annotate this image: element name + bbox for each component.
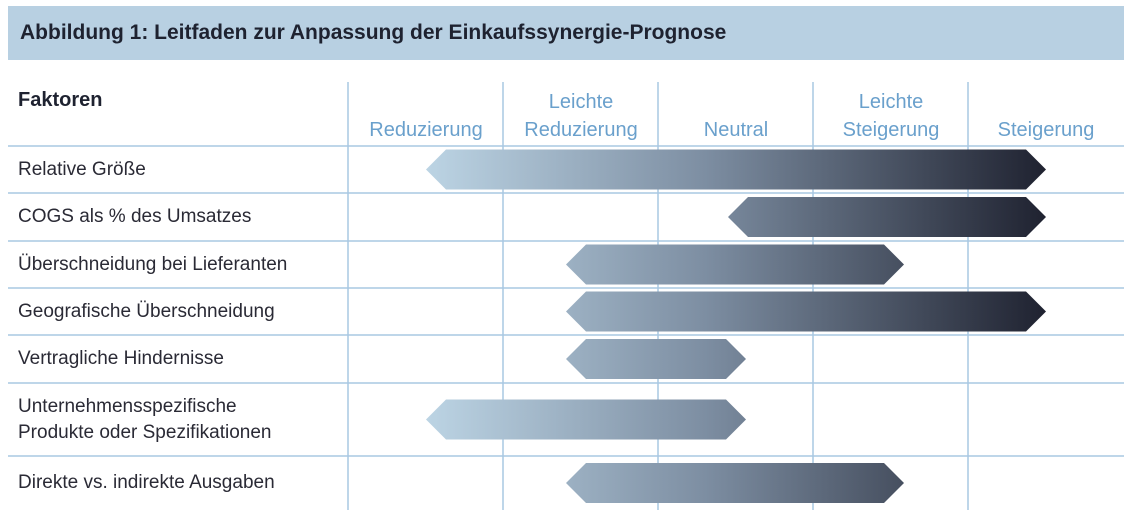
range-arrow <box>728 197 1046 237</box>
factor-label: Direkte vs. indirekte Ausgaben <box>18 470 275 496</box>
factor-label-line: Direkte vs. indirekte Ausgaben <box>18 472 275 493</box>
factor-label: Relative Größe <box>18 157 146 183</box>
column-header-line: Steigerung <box>842 119 940 141</box>
factor-label: Unternehmensspezifische Produkte oder Spe… <box>18 394 272 446</box>
factor-label-line: Vertragliche Hindernisse <box>18 348 224 369</box>
column-header-line: Reduzierung <box>369 119 483 141</box>
factor-label-line: Geografische Überschneidung <box>18 300 275 322</box>
factor-label: COGS als % des Umsatzes <box>18 204 251 230</box>
column-header: Steigerung <box>971 88 1121 144</box>
column-header-line: Neutral <box>703 119 769 141</box>
range-arrow <box>566 463 904 503</box>
range-arrow <box>566 291 1046 332</box>
factor-label-line: Produkte oder Spezifikationen <box>18 421 272 443</box>
range-arrow <box>426 399 746 440</box>
column-header-line: Leichte <box>548 91 614 113</box>
factor-label: Überschneidung bei Lieferanten <box>18 252 287 278</box>
figure-title-bar: Abbildung 1: Leitfaden zur Anpassung der… <box>8 6 1124 60</box>
range-arrow <box>566 339 746 379</box>
factor-label: Vertragliche Hindernisse <box>18 346 224 372</box>
factor-label-line: Relative Größe <box>18 158 146 180</box>
factor-label-line: Unternehmensspezifische <box>18 395 237 417</box>
column-header-line: Steigerung <box>997 119 1095 141</box>
range-arrow <box>426 149 1046 190</box>
column-header: Leichte Steigerung <box>816 88 966 144</box>
range-arrow <box>566 244 904 285</box>
column-header-line: Leichte <box>858 91 924 113</box>
column-header: Reduzierung <box>351 88 501 144</box>
factor-label-line: Überschneidung bei Lieferanten <box>18 253 288 275</box>
factors-header: Faktoren <box>18 89 103 111</box>
factor-label: Geografische Überschneidung <box>18 299 275 325</box>
column-header: Neutral <box>661 88 811 144</box>
figure-title: Abbildung 1: Leitfaden zur Anpassung der… <box>20 21 727 44</box>
factor-label-line: COGS als % des Umsatzes <box>18 206 252 227</box>
column-header: Leichte Reduzierung <box>506 88 656 144</box>
column-header-line: Reduzierung <box>524 119 638 141</box>
